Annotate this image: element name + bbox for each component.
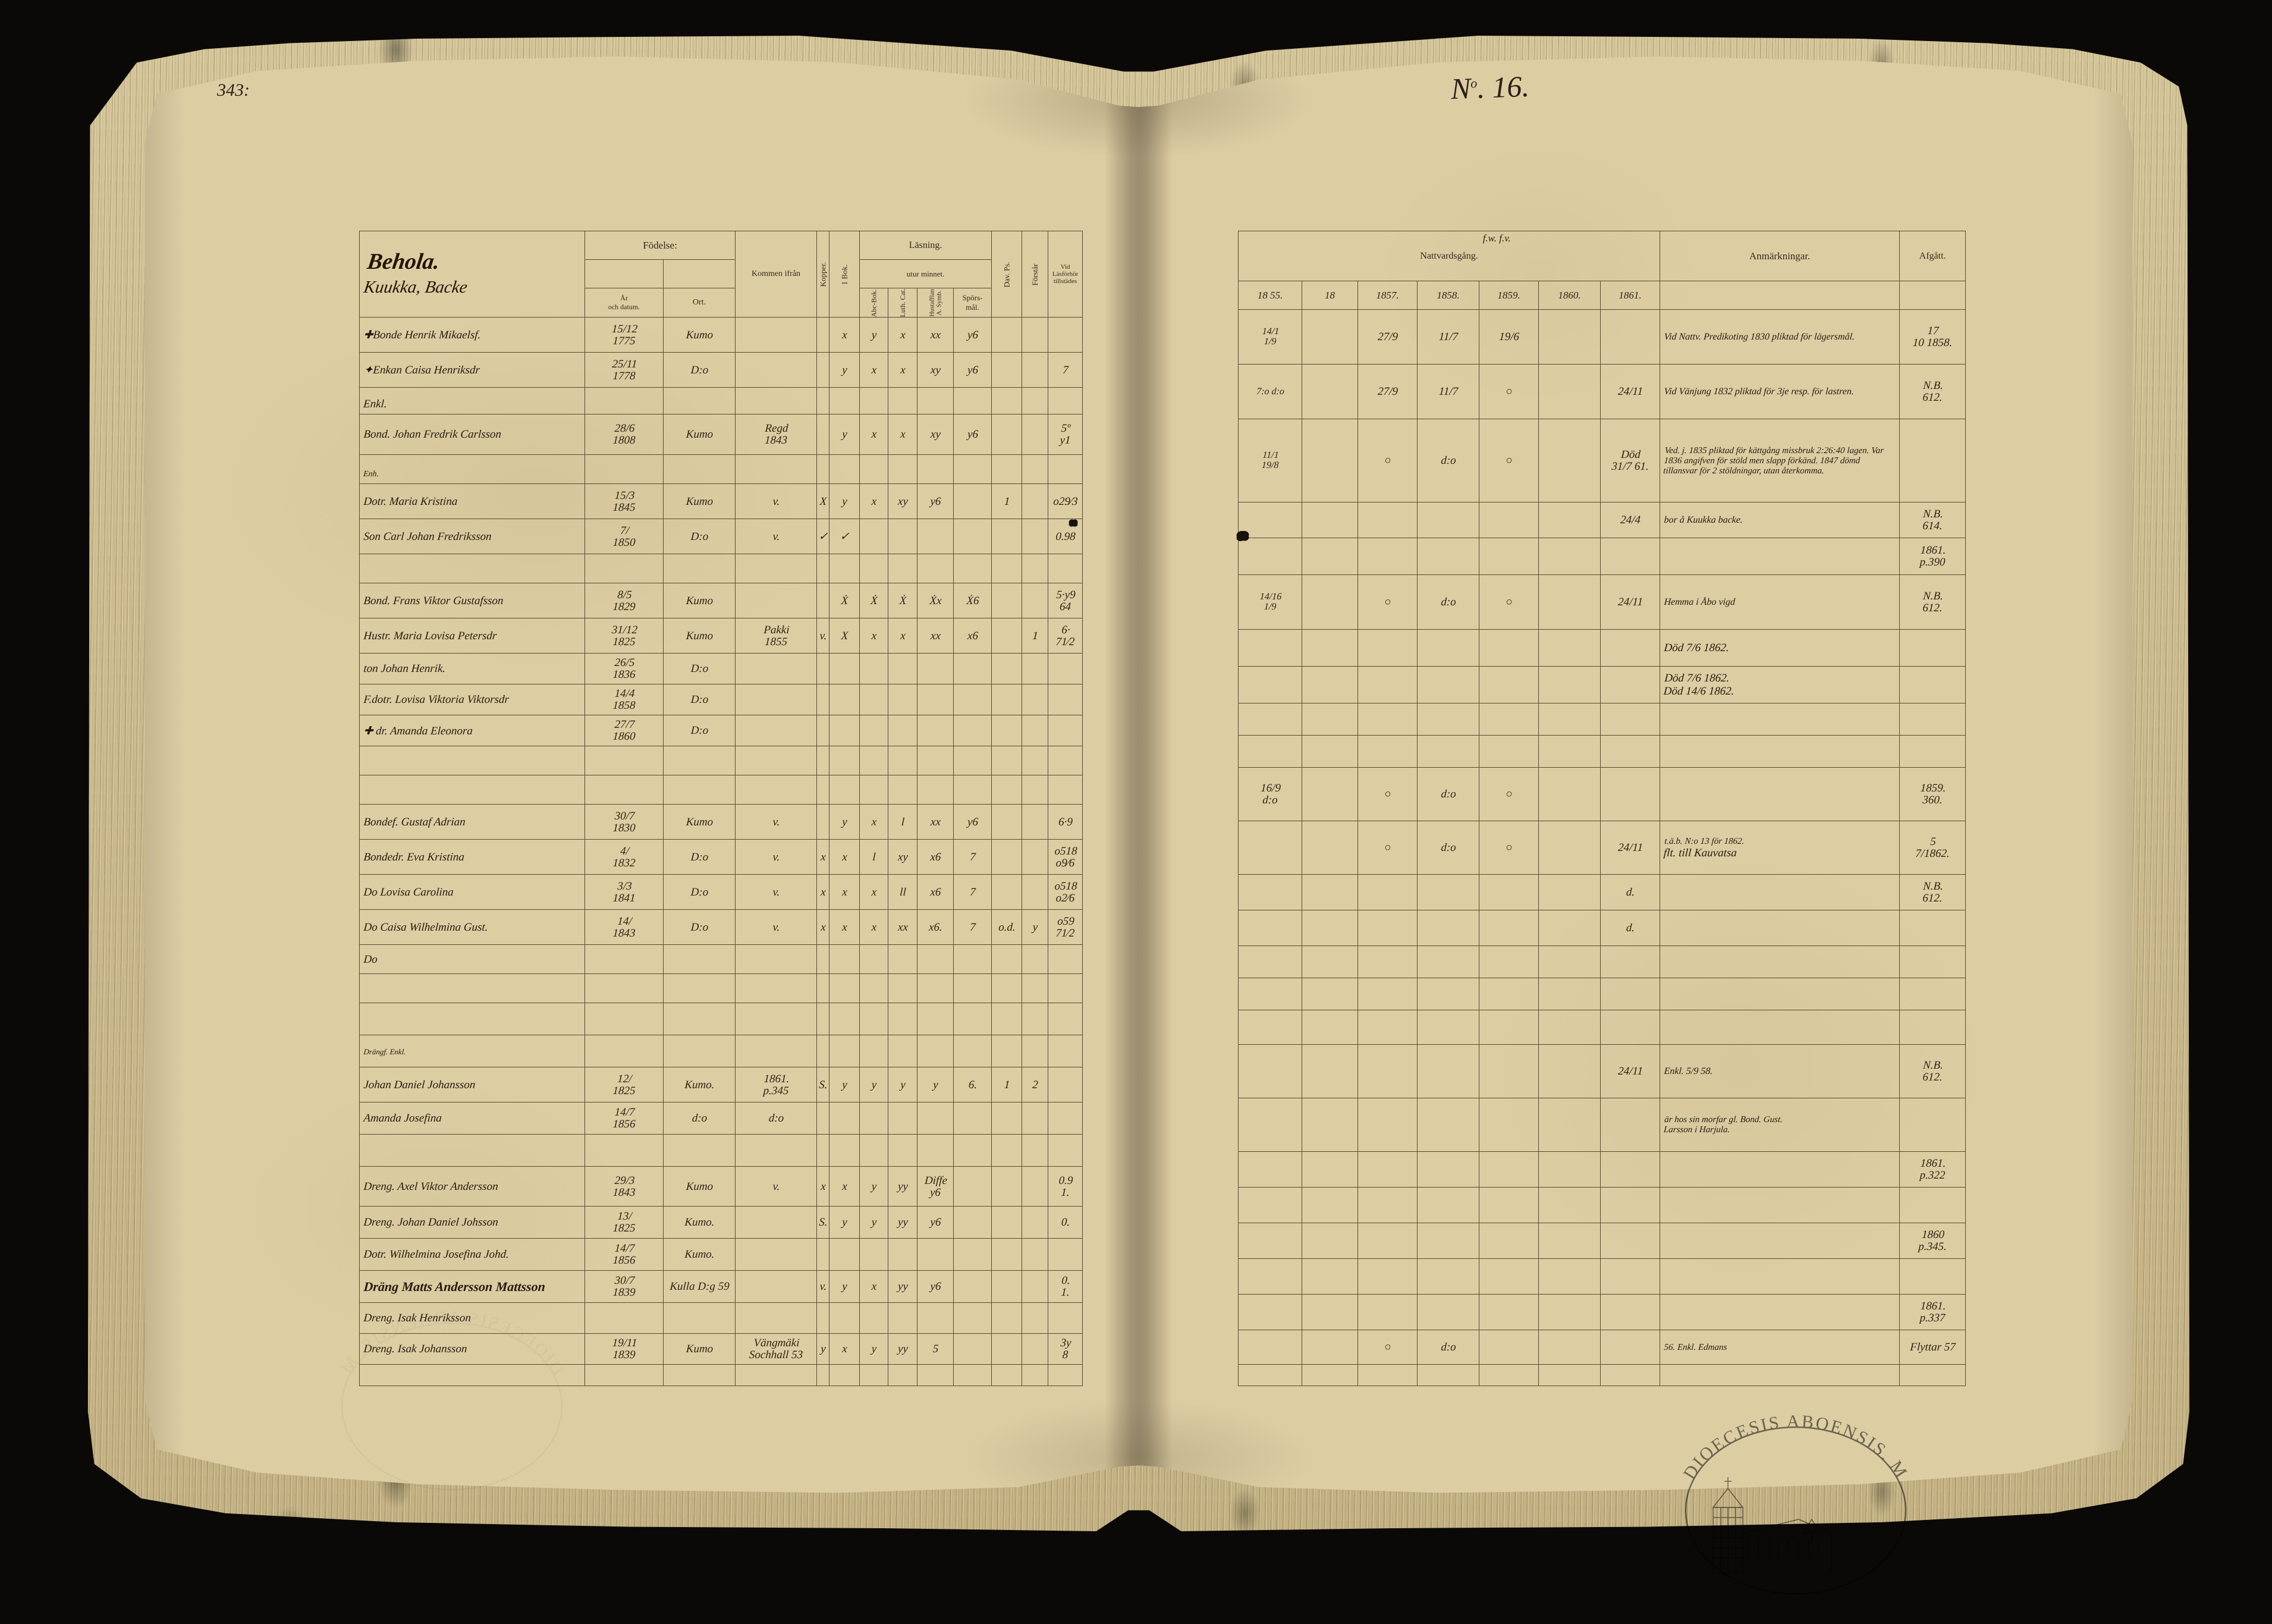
svg-text:DIOECESIS ABOENSIS. M: DIOECESIS ABOENSIS. M [1680,1412,1912,1483]
svg-text:DIOECESIS ABOENSIS. M: DIOECESIS ABOENSIS. M [336,1308,568,1379]
